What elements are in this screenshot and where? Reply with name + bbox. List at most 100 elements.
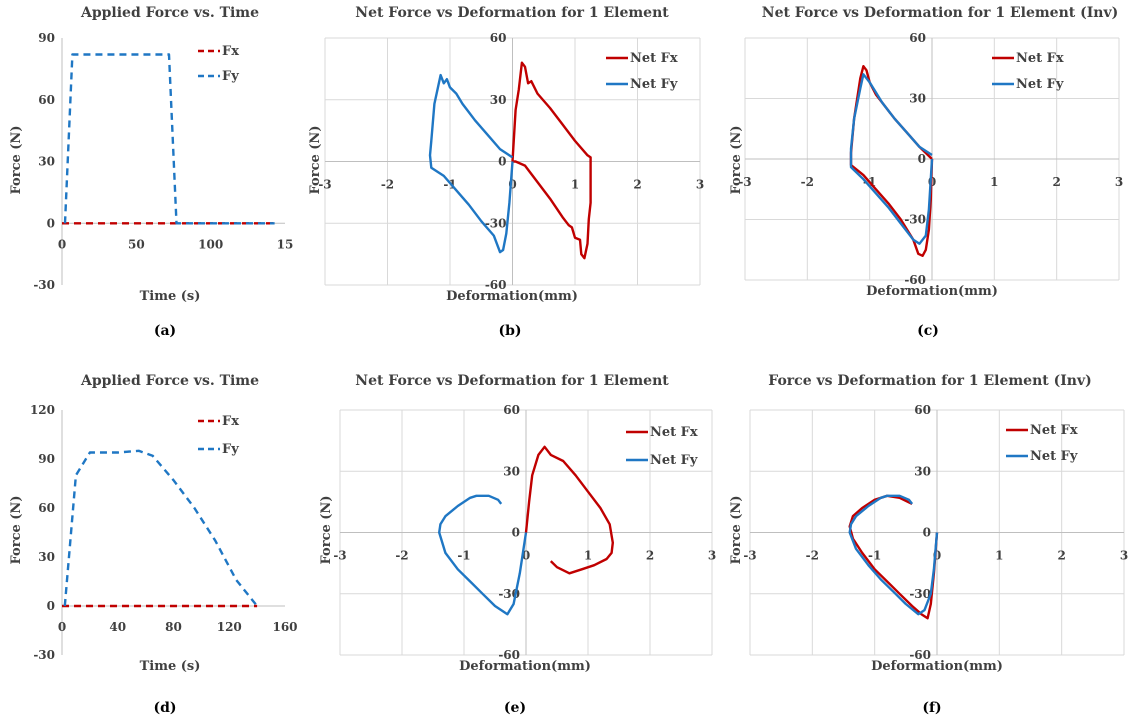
- series-line-net-fx: [524, 445, 614, 575]
- y-axis-label: Force (N): [729, 496, 744, 565]
- y-tick-label: -60: [498, 648, 520, 662]
- x-axis-label: Time (s): [140, 659, 201, 674]
- panel-caption: (e): [504, 700, 526, 716]
- y-tick-label: 60: [490, 31, 507, 45]
- x-tick-label: 3: [1120, 549, 1128, 563]
- y-tick-label: 0: [498, 155, 506, 169]
- y-tick-label: 30: [38, 155, 55, 169]
- x-tick-label: 100: [198, 237, 223, 251]
- y-tick-label: 90: [38, 452, 55, 466]
- x-tick-label: -3: [743, 549, 756, 563]
- x-tick-label: 2: [646, 549, 654, 563]
- legend-label: Net Fx: [650, 425, 698, 440]
- series-line-fy: [63, 449, 259, 607]
- panel-caption: (b): [498, 323, 521, 339]
- chart-title: Net Force vs Deformation for 1 Element: [355, 373, 669, 389]
- chart-title: Applied Force vs. Time: [80, 5, 259, 21]
- chart-title: Net Force vs Deformation for 1 Element: [355, 5, 669, 21]
- y-tick-label: -30: [904, 213, 926, 227]
- x-tick-label: 0: [522, 549, 530, 563]
- panel-caption: (a): [154, 323, 176, 339]
- y-tick-label: 30: [503, 464, 520, 478]
- x-tick-label: 15: [277, 237, 294, 251]
- y-tick-label: -30: [33, 648, 55, 662]
- y-tick-label: 0: [512, 526, 520, 540]
- y-tick-label: 60: [38, 93, 55, 107]
- y-tick-label: 0: [923, 526, 931, 540]
- x-tick-label: -3: [333, 549, 346, 563]
- chart-title: Force vs Deformation for 1 Element (Inv): [768, 373, 1091, 389]
- y-tick-label: 30: [909, 92, 926, 106]
- series-line-net-fx: [511, 61, 592, 260]
- x-tick-label: -2: [801, 175, 814, 189]
- y-tick-label: -60: [904, 273, 926, 287]
- series-line-net-fy: [849, 73, 934, 245]
- legend-label: Fx: [222, 44, 239, 59]
- y-axis-label: Force (N): [319, 496, 334, 565]
- legend-label: Net Fx: [630, 51, 678, 66]
- legend-label: Net Fy: [1016, 77, 1064, 92]
- y-tick-label: 90: [38, 31, 55, 45]
- x-tick-label: 2: [633, 178, 641, 192]
- y-tick-label: -30: [33, 278, 55, 292]
- x-tick-label: 0: [933, 549, 941, 563]
- x-tick-label: -2: [381, 178, 394, 192]
- chart-panel-5: Net Force vs Deformation for 1 Element -3…: [319, 373, 716, 716]
- x-axis-label: Deformation(mm): [459, 659, 591, 674]
- series-line-net-fy: [438, 494, 528, 616]
- x-tick-label: 0: [58, 620, 66, 634]
- legend-label: Net Fx: [1016, 51, 1064, 66]
- legend-label: Net Fy: [1030, 449, 1078, 464]
- y-tick-label: 30: [490, 93, 507, 107]
- x-tick-label: -1: [457, 549, 470, 563]
- chart-title: Net Force vs Deformation for 1 Element (…: [762, 5, 1118, 21]
- y-tick-label: 0: [47, 599, 55, 613]
- legend-label: Net Fy: [630, 77, 678, 92]
- y-tick-label: 30: [914, 464, 931, 478]
- x-axis-label: Deformation(mm): [866, 284, 998, 299]
- x-tick-label: -3: [738, 175, 751, 189]
- y-tick-label: 60: [38, 501, 55, 515]
- x-axis-label: Deformation(mm): [871, 659, 1003, 674]
- series-line-fy: [63, 53, 275, 225]
- y-axis-label: Force (N): [9, 496, 24, 565]
- x-tick-label: -2: [395, 549, 408, 563]
- legend-label: Net Fx: [1030, 423, 1078, 438]
- y-axis-label: Force (N): [729, 126, 744, 195]
- y-tick-label: 60: [503, 403, 520, 417]
- x-tick-label: 120: [217, 620, 242, 634]
- x-tick-label: -3: [318, 178, 331, 192]
- x-tick-label: 50: [128, 237, 145, 251]
- y-tick-label: -60: [485, 278, 507, 292]
- legend-label: Fy: [222, 69, 239, 84]
- y-axis-label: Force (N): [308, 126, 323, 195]
- y-tick-label: -60: [909, 648, 931, 662]
- series-line-net-fy: [848, 494, 939, 616]
- chart-title: Applied Force vs. Time: [80, 373, 259, 389]
- chart-panel-3: Net Force vs Deformation for 1 Element (…: [729, 5, 1123, 339]
- y-tick-label: 30: [38, 550, 55, 564]
- x-tick-label: 160: [272, 620, 297, 634]
- y-axis-label: Force (N): [9, 126, 24, 195]
- x-tick-label: 1: [571, 178, 579, 192]
- x-tick-label: 3: [708, 549, 716, 563]
- x-tick-label: 40: [109, 620, 126, 634]
- x-tick-label: 3: [696, 178, 704, 192]
- x-tick-label: 3: [1115, 175, 1123, 189]
- x-axis-label: Deformation(mm): [446, 289, 578, 304]
- x-tick-label: 80: [165, 620, 182, 634]
- x-tick-label: 2: [1052, 175, 1060, 189]
- y-tick-label: -30: [485, 216, 507, 230]
- chart-panel-2: Net Force vs Deformation for 1 Element -3…: [308, 5, 704, 339]
- y-tick-label: 0: [918, 152, 926, 166]
- x-tick-label: 2: [1057, 549, 1065, 563]
- x-tick-label: -1: [868, 549, 881, 563]
- panel-caption: (d): [153, 700, 176, 716]
- legend-label: Fx: [222, 414, 239, 429]
- series-line-net-fy: [428, 73, 514, 254]
- y-tick-label: -30: [909, 587, 931, 601]
- y-tick-label: 60: [914, 403, 931, 417]
